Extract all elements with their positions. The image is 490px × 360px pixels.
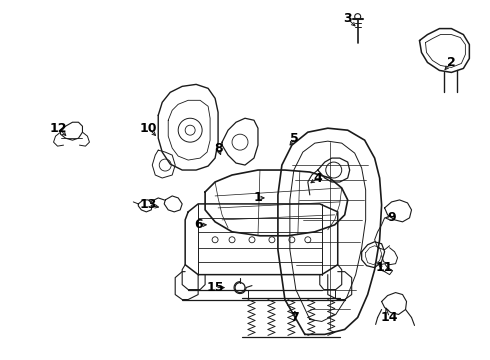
Text: 1: 1: [254, 192, 262, 204]
Text: 2: 2: [447, 56, 456, 69]
Text: 14: 14: [381, 311, 398, 324]
Text: 5: 5: [291, 132, 299, 145]
Text: 15: 15: [206, 281, 224, 294]
Text: 13: 13: [140, 198, 157, 211]
Text: 12: 12: [50, 122, 67, 135]
Text: 9: 9: [387, 211, 396, 224]
Text: 10: 10: [140, 122, 157, 135]
Text: 11: 11: [376, 261, 393, 274]
Text: 4: 4: [314, 171, 322, 185]
Text: 3: 3: [343, 12, 352, 25]
Text: 7: 7: [291, 311, 299, 324]
Text: 6: 6: [194, 218, 202, 231]
Text: 8: 8: [214, 141, 222, 155]
